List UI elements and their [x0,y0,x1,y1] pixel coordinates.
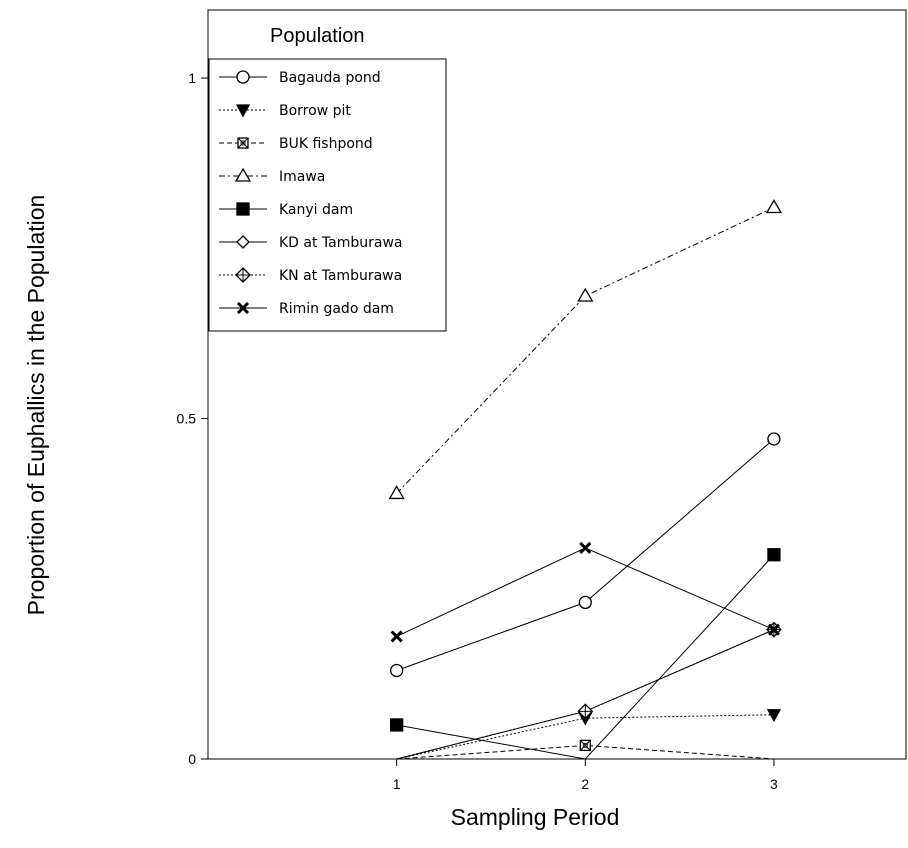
y-axis-title: Proportion of Euphallics in the Populati… [23,195,49,616]
series-line [396,438,775,671]
legend-marker [236,70,250,84]
y-axis: 00.51 [177,70,208,767]
legend-title: Population [270,25,365,47]
series-line [396,744,774,760]
legend-label: Kanyi dam [279,202,353,218]
data-point [579,541,592,554]
y-tick-label: 0 [188,751,196,767]
legend: Population Bagauda pond Borrow pit BUK fis… [208,25,447,332]
legend-box [208,58,447,332]
x-tick-label: 1 [393,776,401,792]
series-1 [396,709,782,760]
data-point [767,623,781,636]
series-line [396,547,775,637]
legend-marker [235,104,251,118]
legend-label: KN at Tamburawa [279,268,402,284]
data-point [579,739,591,752]
legend-label: Bagauda pond [279,70,381,86]
y-tick-label: 1 [188,70,196,86]
legend-label: KD at Tamburawa [279,235,403,251]
data-point [767,548,781,562]
legend-marker [235,267,251,283]
legend-item: KN at Tamburawa [219,267,402,284]
series-6 [396,621,782,760]
legend-item: Kanyi dam [219,202,353,218]
legend-items: Bagauda pond Borrow pit BUK fishpond Imawa K… [219,70,403,317]
legend-marker [236,235,250,249]
data-point [577,703,594,720]
x-tick-label: 2 [581,776,589,792]
data-point [389,663,404,678]
series-line [396,629,775,760]
series-line [396,207,775,494]
x-tick-label: 3 [770,776,778,792]
legend-item: Imawa [219,167,325,185]
legend-item: Bagauda pond [219,70,381,86]
series-4 [389,548,781,760]
series-line [396,629,775,760]
legend-item: KD at Tamburawa [219,235,403,251]
series-line [396,554,775,760]
legend-marker [236,202,250,216]
x-axis-title: Sampling Period [451,804,620,830]
data-point [388,485,405,500]
series-0 [389,432,781,678]
legend-label: Imawa [279,169,325,185]
legend-label: BUK fishpond [279,136,373,152]
legend-item: BUK fishpond [219,136,373,152]
x-axis: 1 2 3 [393,759,778,792]
legend-item: Rimin gado dam [219,301,394,317]
data-point [577,287,594,302]
data-point [767,432,781,446]
legend-marker [237,137,249,149]
series-5 [396,622,781,760]
legend-marker [236,301,250,315]
y-tick-label: 0.5 [177,411,197,427]
series-layer [388,199,783,760]
legend-item: Borrow pit [219,103,351,119]
series-2 [396,739,774,760]
data-point [390,630,403,643]
series-3 [388,199,783,500]
legend-label: Borrow pit [279,103,351,119]
plot-frame [207,9,907,760]
data-point [766,709,782,723]
data-point [389,718,404,732]
series-7 [390,541,781,643]
legend-marker [234,167,252,182]
data-point [578,595,592,610]
legend-label: Rimin gado dam [279,301,394,317]
data-point [765,199,783,214]
